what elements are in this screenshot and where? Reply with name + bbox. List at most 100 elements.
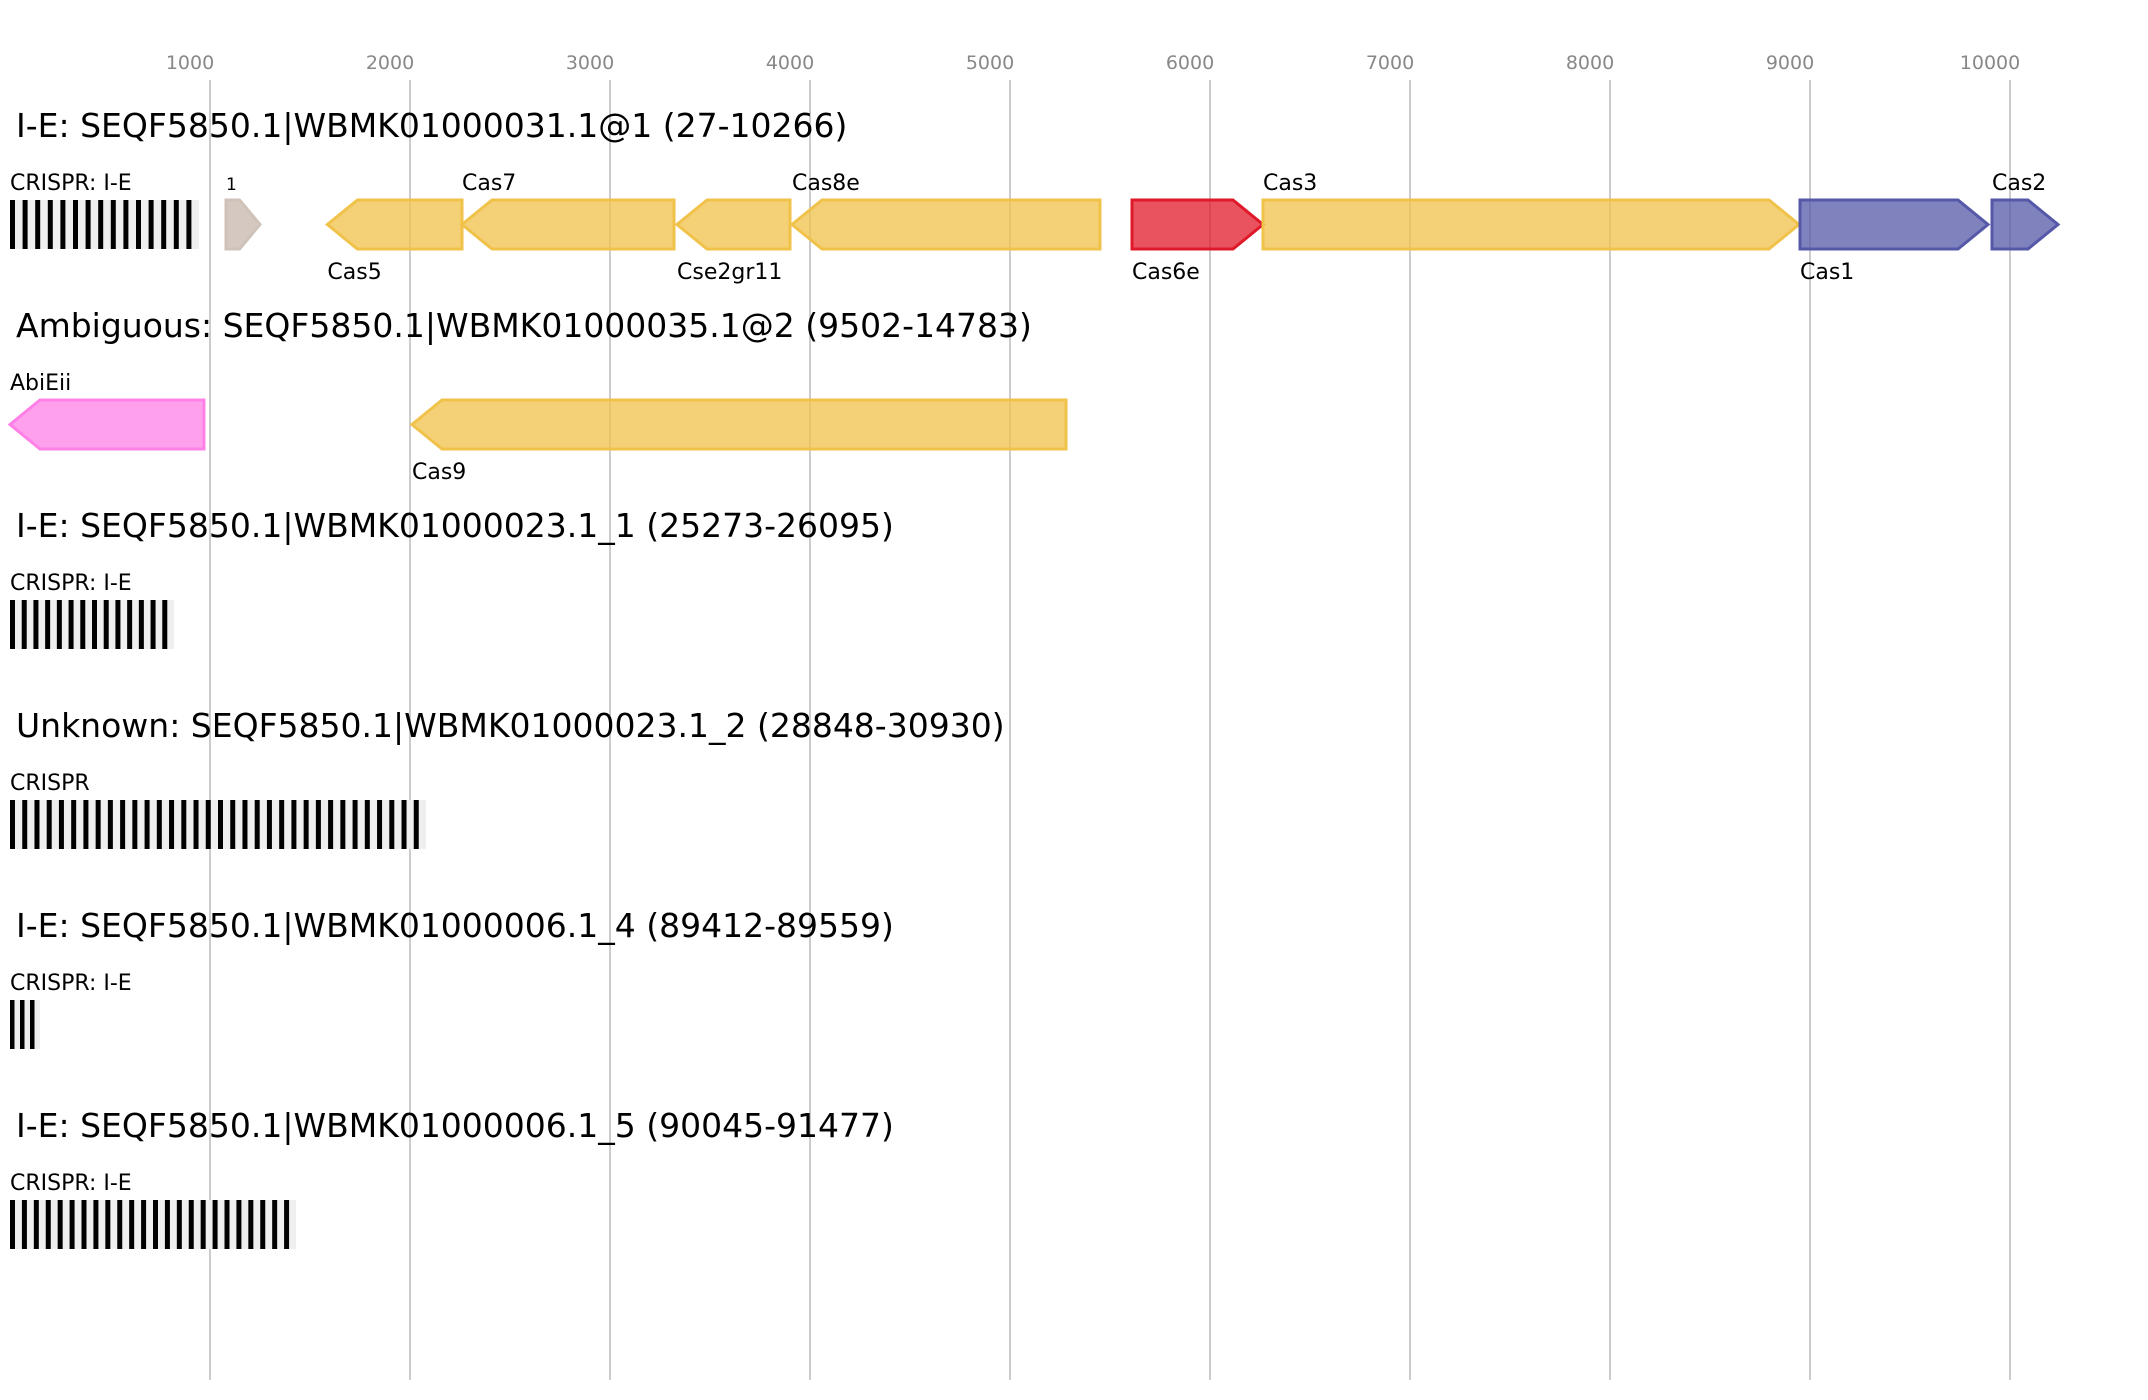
gene-arrow-cas2[interactable] — [1990, 198, 2061, 251]
axis-tick-label: 4000 — [766, 52, 814, 74]
locus-title: I-E: SEQF5850.1|WBMK01000031.1@1 (27-102… — [16, 106, 848, 145]
crispr-repeat — [169, 800, 175, 849]
crispr-repeat — [193, 800, 199, 849]
crispr-repeat — [188, 1200, 194, 1249]
crispr-label: CRISPR — [10, 771, 90, 796]
crispr-repeat — [103, 600, 109, 649]
crispr-repeat — [92, 600, 97, 649]
crispr-repeat — [328, 800, 334, 849]
crispr-repeat — [164, 1200, 170, 1249]
axis-tick-label: 6000 — [1166, 52, 1214, 74]
crispr-repeat — [35, 200, 41, 249]
axis-tick-label: 7000 — [1366, 52, 1414, 74]
axis-tick-label: 3000 — [566, 52, 614, 74]
crispr-repeat — [127, 600, 133, 649]
crispr-repeat — [22, 200, 28, 249]
crispr-repeat — [272, 1200, 278, 1249]
crispr-repeat — [105, 1200, 111, 1249]
crispr-repeat — [161, 200, 167, 249]
crispr-repeat — [132, 800, 138, 849]
crispr-repeat — [377, 800, 383, 849]
crispr-repeat — [10, 800, 15, 849]
crispr-repeat — [156, 800, 162, 849]
crispr-repeat — [73, 200, 78, 249]
crispr-repeat — [315, 800, 321, 849]
crispr-repeat — [34, 800, 40, 849]
crispr-array-background — [10, 1000, 40, 1049]
crispr-repeat — [60, 200, 66, 249]
crispr-repeat — [284, 1200, 290, 1249]
crispr-repeat — [138, 600, 144, 649]
gene-label: Cas3 — [1263, 171, 1317, 196]
crispr-repeat — [10, 600, 15, 649]
gene-label: Cas9 — [412, 460, 466, 485]
crispr-repeat — [47, 200, 53, 249]
locus-row — [10, 1000, 40, 1049]
crispr-repeat — [144, 800, 150, 849]
crispr-array — [10, 1200, 296, 1249]
crispr-repeat — [303, 800, 309, 849]
crispr-repeat — [57, 1200, 63, 1249]
gene-label: Cas5 — [327, 260, 381, 285]
gene-label: Cas7 — [462, 171, 516, 196]
axis-tick-label: 5000 — [966, 52, 1014, 74]
crispr-repeat — [10, 1000, 15, 1049]
crispr-repeat — [46, 800, 52, 849]
axis-tick-label: 9000 — [1766, 52, 1814, 74]
crispr-repeat — [81, 1200, 87, 1249]
crispr-repeat — [20, 1000, 25, 1049]
crispr-repeat — [85, 200, 91, 249]
crispr-repeat — [364, 800, 370, 849]
crispr-repeat — [110, 200, 116, 249]
locus-title: I-E: SEQF5850.1|WBMK01000006.1_5 (90045-… — [16, 1106, 894, 1145]
gene-arrow-1[interactable] — [224, 198, 262, 251]
crispr-repeat — [115, 600, 121, 649]
locus-title: I-E: SEQF5850.1|WBMK01000023.1_1 (25273-… — [16, 506, 894, 545]
gene-arrow-cas6e[interactable] — [1130, 198, 1266, 251]
crispr-repeat — [95, 800, 101, 849]
crispr-repeat — [205, 800, 211, 849]
crispr-array — [10, 200, 199, 249]
gene-arrow-cas3[interactable] — [1261, 198, 1802, 251]
locus-row — [10, 1200, 296, 1249]
crispr-repeat — [352, 800, 358, 849]
crispr-repeat — [117, 1200, 123, 1249]
gene-arrow-abieii[interactable] — [7, 398, 206, 451]
crispr-repeat — [45, 600, 51, 649]
gene-arrow-cas9[interactable] — [409, 398, 1068, 451]
crispr-repeat — [254, 800, 260, 849]
locus-row — [7, 398, 1068, 451]
gene-arrow-cas8e[interactable] — [789, 198, 1102, 251]
gene-label: Cas6e — [1132, 260, 1200, 285]
crispr-repeat — [83, 800, 89, 849]
crispr-repeat — [107, 800, 113, 849]
crispr-repeat — [153, 1200, 158, 1249]
crispr-repeat — [21, 600, 27, 649]
locus-row — [10, 600, 174, 649]
crispr-repeat — [162, 600, 168, 649]
crispr-repeat — [71, 800, 77, 849]
crispr-repeat — [212, 1200, 218, 1249]
gene-arrow-cas5[interactable] — [325, 198, 464, 251]
crispr-repeat — [218, 800, 223, 849]
crispr-repeat — [98, 200, 104, 249]
gene-arrow-cas7[interactable] — [459, 198, 676, 251]
gene-arrow-cas1[interactable] — [1798, 198, 1991, 251]
crispr-repeat — [176, 1200, 182, 1249]
crispr-repeat — [30, 1000, 35, 1049]
crispr-repeat — [248, 1200, 254, 1249]
crispr-repeat — [123, 200, 129, 249]
crispr-repeat — [200, 1200, 206, 1249]
crispr-repeat — [266, 800, 272, 849]
axis-tick-label: 8000 — [1566, 52, 1614, 74]
crispr-repeat — [181, 800, 187, 849]
crispr-repeat — [186, 200, 192, 249]
locus-title: Unknown: SEQF5850.1|WBMK01000023.1_2 (28… — [16, 706, 1005, 745]
crispr-repeat — [56, 600, 62, 649]
crispr-repeat — [120, 800, 126, 849]
gene-arrow-cse2gr11[interactable] — [674, 198, 792, 251]
crispr-repeat — [150, 600, 156, 649]
crispr-repeat — [401, 800, 407, 849]
